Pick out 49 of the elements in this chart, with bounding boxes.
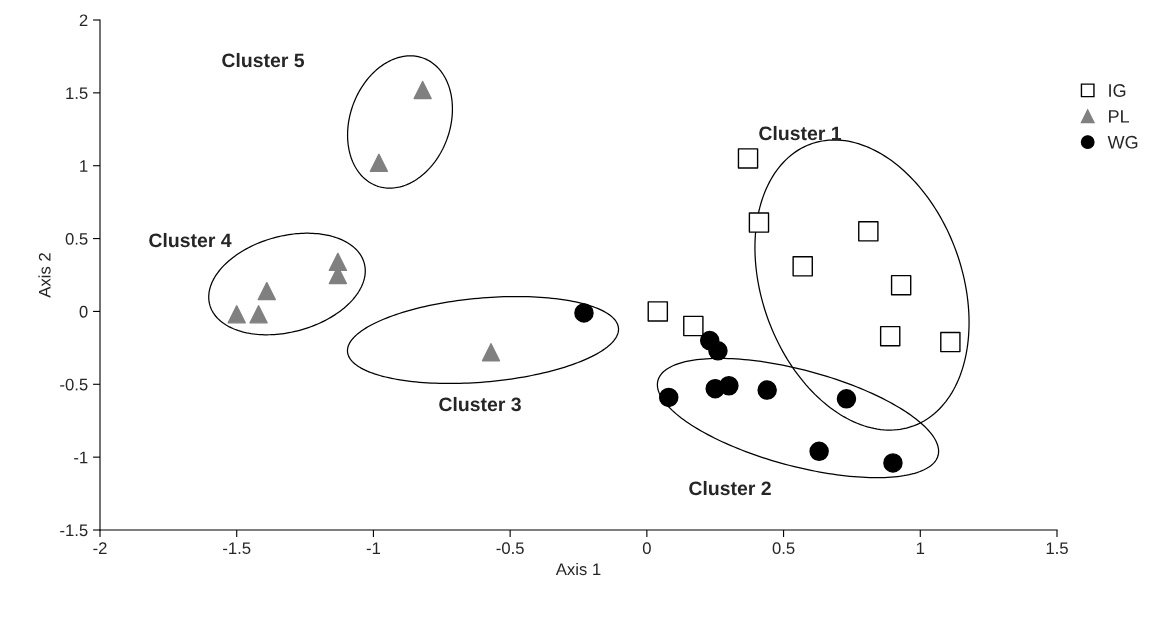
y-axis-title: Axis 2 — [38, 253, 51, 298]
x-axis-title: Axis 1 — [555, 562, 601, 576]
x-tick-label: 0 — [642, 542, 651, 555]
point — [658, 387, 679, 408]
y-tick-label: 2 — [79, 14, 88, 27]
x-tick-label: 1 — [916, 542, 925, 554]
point — [940, 331, 961, 353]
point — [748, 212, 770, 233]
annotation: Cluster 5 — [222, 52, 305, 68]
point — [257, 281, 276, 301]
x-tick-label: -1 — [366, 542, 381, 554]
point — [708, 341, 728, 361]
legend-label: WG — [1107, 135, 1138, 149]
point — [858, 221, 879, 242]
point — [737, 148, 759, 169]
annotation: Cluster 1 — [759, 125, 842, 141]
point — [883, 453, 903, 473]
point — [879, 325, 901, 347]
point — [890, 274, 912, 296]
annotation: Cluster 2 — [689, 480, 771, 496]
point — [719, 375, 739, 396]
point — [836, 389, 857, 409]
annotation: Cluster 4 — [149, 232, 232, 248]
point — [574, 303, 594, 323]
y-tick-label: -1 — [74, 451, 88, 464]
y-tick-label: 0.5 — [65, 232, 88, 245]
y-tick-label: 0 — [79, 305, 88, 318]
point — [413, 80, 432, 100]
point — [809, 441, 829, 462]
point — [369, 153, 389, 173]
y-tick-label: 1 — [80, 160, 88, 172]
x-tick-label: -0.5 — [496, 542, 524, 555]
y-tick-label: -1.5 — [60, 524, 88, 537]
legend-label: PL — [1109, 110, 1130, 123]
y-tick-label: -0.5 — [60, 378, 88, 391]
point — [647, 301, 669, 322]
x-tick-label: -1.5 — [223, 542, 251, 555]
point — [249, 305, 268, 324]
point — [227, 305, 246, 324]
x-tick-label: -2 — [93, 542, 107, 554]
point — [757, 380, 777, 400]
point — [792, 255, 813, 277]
point — [481, 343, 501, 362]
annotation: Cluster 3 — [439, 396, 521, 412]
legend-label: IG — [1109, 84, 1126, 97]
point — [683, 315, 704, 337]
y-tick-label: 1.5 — [66, 87, 88, 100]
x-tick-label: 0.5 — [772, 542, 795, 555]
x-tick-label: 1.5 — [1046, 542, 1068, 555]
